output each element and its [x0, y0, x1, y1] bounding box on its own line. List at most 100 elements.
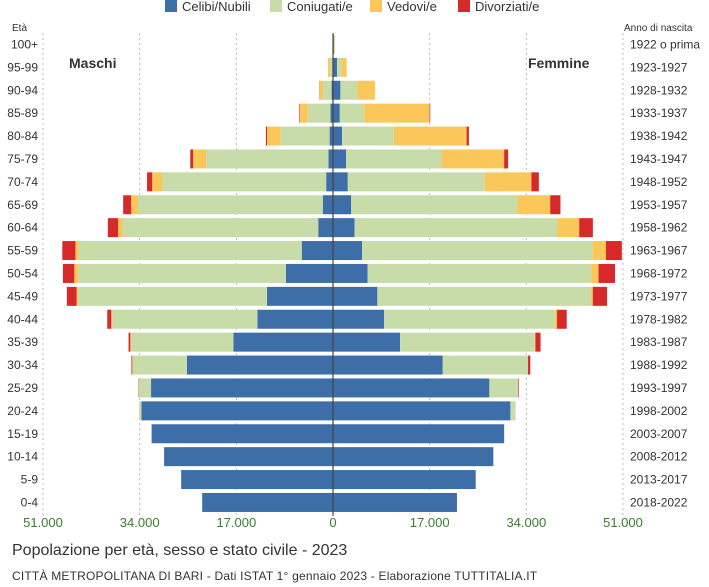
- birth-year-label: 2018-2022: [630, 495, 688, 509]
- age-label: 40-44: [7, 312, 38, 326]
- bar-female-coniugati-e: [362, 241, 593, 261]
- bar-female-vedovi-e: [534, 332, 536, 352]
- bar-male-celibi-nubili: [186, 355, 333, 375]
- age-label: 35-39: [7, 335, 38, 349]
- bar-male-celibi-nubili: [329, 126, 333, 146]
- age-labels: 100+ 95-99 90-94 85-89 80-84 75-79 70-74 65-69 6…: [7, 37, 38, 509]
- bar-female-celibi-nubili: [333, 103, 340, 123]
- birth-year-label: 2008-2012: [630, 450, 688, 464]
- age-label: 15-19: [7, 427, 38, 441]
- bar-female-celibi-nubili: [333, 309, 385, 329]
- x-tick-label: 51.000: [23, 515, 63, 530]
- legend-label: Divorziati/e: [475, 0, 539, 14]
- male-label: Maschi: [69, 55, 116, 71]
- bar-female-celibi-nubili: [333, 378, 490, 398]
- age-label: 55-59: [7, 244, 38, 258]
- birth-year-labels: 1922 o prima 1923-1927 1928-1932 1933-1937 1…: [630, 37, 700, 509]
- birth-year-label: 1988-1992: [630, 358, 688, 372]
- bar-female-celibi-nubili: [333, 241, 362, 261]
- birth-year-label: 1923-1927: [630, 60, 688, 74]
- x-axis-ticks: 51.000 34.000 17.000 0 17.000 34.000 51.000: [23, 515, 643, 530]
- bar-male-celibi-nubili: [267, 286, 333, 306]
- birth-year-label: 1922 o prima: [630, 37, 700, 51]
- bar-female-vedovi-e: [441, 149, 505, 169]
- bar-male-vedovi-e: [75, 241, 79, 261]
- birth-year-label: 1993-1997: [630, 381, 688, 395]
- bar-male-celibi-nubili: [285, 263, 333, 283]
- bar-female-divorziati-e: [557, 309, 567, 329]
- bar-female-divorziati-e: [531, 172, 539, 192]
- bar-male-vedovi-e: [74, 263, 79, 283]
- bar-female-celibi-nubili: [333, 80, 341, 100]
- bar-female-vedovi-e: [554, 309, 558, 329]
- bar-female-coniugati-e: [339, 103, 365, 123]
- bar-female-divorziati-e: [605, 241, 622, 261]
- bar-female-celibi-nubili: [333, 263, 368, 283]
- bar-female-coniugati-e: [347, 172, 485, 192]
- legend: Celibi/Nubili Coniugati/e Vedovi/e Divorzia…: [165, 0, 539, 14]
- bar-male-vedovi-e: [267, 126, 281, 146]
- bar-male-vedovi-e: [131, 195, 138, 215]
- bar-male-coniugati-e: [307, 103, 331, 123]
- bar-female-coniugati-e: [384, 309, 555, 329]
- bar-male-vedovi-e: [319, 80, 324, 100]
- bar-female-celibi-nubili: [333, 401, 511, 421]
- birth-year-label: 1998-2002: [630, 404, 688, 418]
- bar-female-divorziati-e: [528, 355, 531, 375]
- bar-male-celibi-nubili: [151, 424, 333, 444]
- age-label: 25-29: [7, 381, 38, 395]
- chart-title: Popolazione per età, sesso e stato civil…: [12, 542, 347, 559]
- x-tick-label: 0: [329, 515, 336, 530]
- bar-female-celibi-nubili: [333, 218, 355, 238]
- bar-female-vedovi-e: [357, 80, 376, 100]
- birth-year-label: 2003-2007: [630, 427, 688, 441]
- bar-female-coniugati-e: [346, 149, 442, 169]
- bar-female-celibi-nubili: [333, 172, 348, 192]
- legend-swatch: [270, 0, 282, 12]
- bar-female-coniugati-e: [340, 80, 358, 100]
- bar-male-coniugati-e: [137, 195, 323, 215]
- bar-male-coniugati-e: [139, 401, 142, 421]
- bar-male-coniugati-e: [162, 172, 327, 192]
- age-label: 50-54: [7, 266, 38, 280]
- bar-male-celibi-nubili: [318, 218, 333, 238]
- bar-female-vedovi-e: [364, 103, 430, 123]
- bar-male-celibi-nubili: [233, 332, 333, 352]
- x-tick-label: 17.000: [410, 515, 450, 530]
- bar-male-vedovi-e: [130, 332, 132, 352]
- bar-female-vedovi-e: [590, 286, 593, 306]
- bar-female-celibi-nubili: [333, 195, 352, 215]
- bar-female-celibi-nubili: [333, 126, 343, 146]
- bar-male-vedovi-e: [152, 172, 163, 192]
- bar-male-divorziati-e: [131, 355, 133, 375]
- birth-year-label: 1968-1972: [630, 266, 688, 280]
- birth-year-label: 1973-1977: [630, 289, 688, 303]
- birth-year-label: 1928-1932: [630, 83, 688, 97]
- bar-male-vedovi-e: [132, 355, 133, 375]
- bar-male-celibi-nubili: [202, 492, 333, 512]
- bar-female-celibi-nubili: [333, 332, 401, 352]
- bar-female-coniugati-e: [510, 401, 516, 421]
- bar-female-coniugati-e: [442, 355, 529, 375]
- bar-male-celibi-nubili: [301, 241, 333, 261]
- bar-male-coniugati-e: [122, 218, 319, 238]
- bar-male-vedovi-e: [118, 218, 123, 238]
- birth-year-column-header: Anno di nascita: [624, 23, 693, 34]
- bar-male-coniugati-e: [132, 355, 187, 375]
- age-label: 100+: [11, 37, 38, 51]
- bar-female-coniugati-e: [354, 218, 558, 238]
- bar-female-coniugati-e: [333, 34, 335, 54]
- bar-male-coniugati-e: [112, 309, 258, 329]
- age-label: 60-64: [7, 221, 38, 235]
- bar-male-divorziati-e: [62, 241, 76, 261]
- bar-male-divorziati-e: [265, 126, 268, 146]
- bar-female-divorziati-e: [592, 286, 608, 306]
- bar-female-celibi-nubili: [333, 286, 378, 306]
- bar-female-coniugati-e: [489, 378, 519, 398]
- bar-female-celibi-nubili: [333, 492, 457, 512]
- bar-male-celibi-nubili: [141, 401, 333, 421]
- bar-female-vedovi-e: [484, 172, 532, 192]
- bar-female-coniugati-e: [367, 263, 592, 283]
- birth-year-label: 1943-1947: [630, 152, 688, 166]
